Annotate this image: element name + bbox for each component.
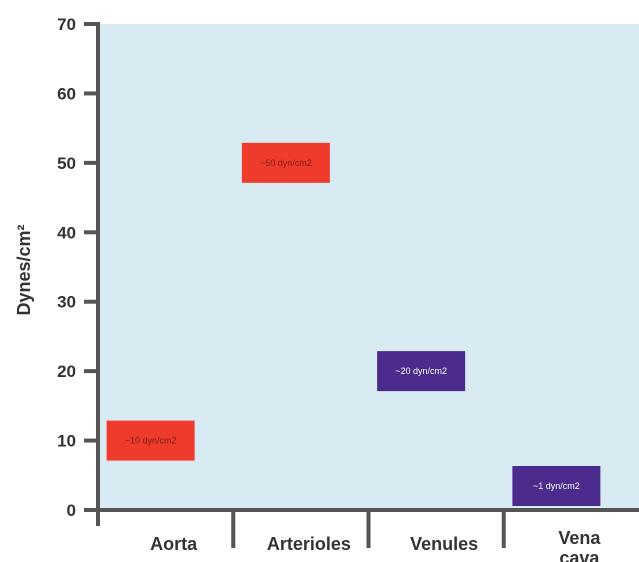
data-box-rect <box>512 466 601 506</box>
y-tick-label: 70 <box>57 15 76 34</box>
data-box-rect <box>377 351 466 392</box>
data-box: ~1 dyn/cm2 <box>512 466 601 506</box>
y-tick-label: 10 <box>57 432 76 451</box>
data-box-label: ~10 dyn/cm2 <box>125 436 177 446</box>
x-category-label: Arterioles <box>267 534 351 554</box>
data-box-rect <box>106 420 195 461</box>
x-category-label: Venules <box>410 534 478 554</box>
data-boxes: ~10 dyn/cm2 ~50 dyn/cm2 ~20 dyn/cm2 ~1 dyn/… <box>106 142 601 506</box>
data-box-label: ~1 dyn/cm2 <box>533 481 580 491</box>
data-box-label: ~20 dyn/cm2 <box>395 366 447 376</box>
y-tick-label: 50 <box>57 154 76 173</box>
y-axis-label: Dynes/cm² <box>14 224 34 315</box>
y-tick-label: 20 <box>57 362 76 381</box>
y-tick-label: 0 <box>67 501 76 520</box>
y-axis: 0 10 20 30 40 50 60 70 <box>57 15 100 526</box>
x-axis: Aorta Arterioles Venules Vena cava <box>96 508 639 562</box>
data-box-label: ~50 dyn/cm2 <box>260 158 312 168</box>
data-box: ~10 dyn/cm2 <box>106 420 195 461</box>
x-category-label: Vena cava <box>558 528 601 562</box>
y-tick-label: 40 <box>57 223 76 242</box>
x-category-label: Aorta <box>150 534 198 554</box>
data-box-rect <box>241 142 330 183</box>
y-tick-label: 60 <box>57 84 76 103</box>
y-tick-label: 30 <box>57 293 76 312</box>
data-box: ~50 dyn/cm2 <box>241 142 330 183</box>
data-box: ~20 dyn/cm2 <box>377 351 466 392</box>
